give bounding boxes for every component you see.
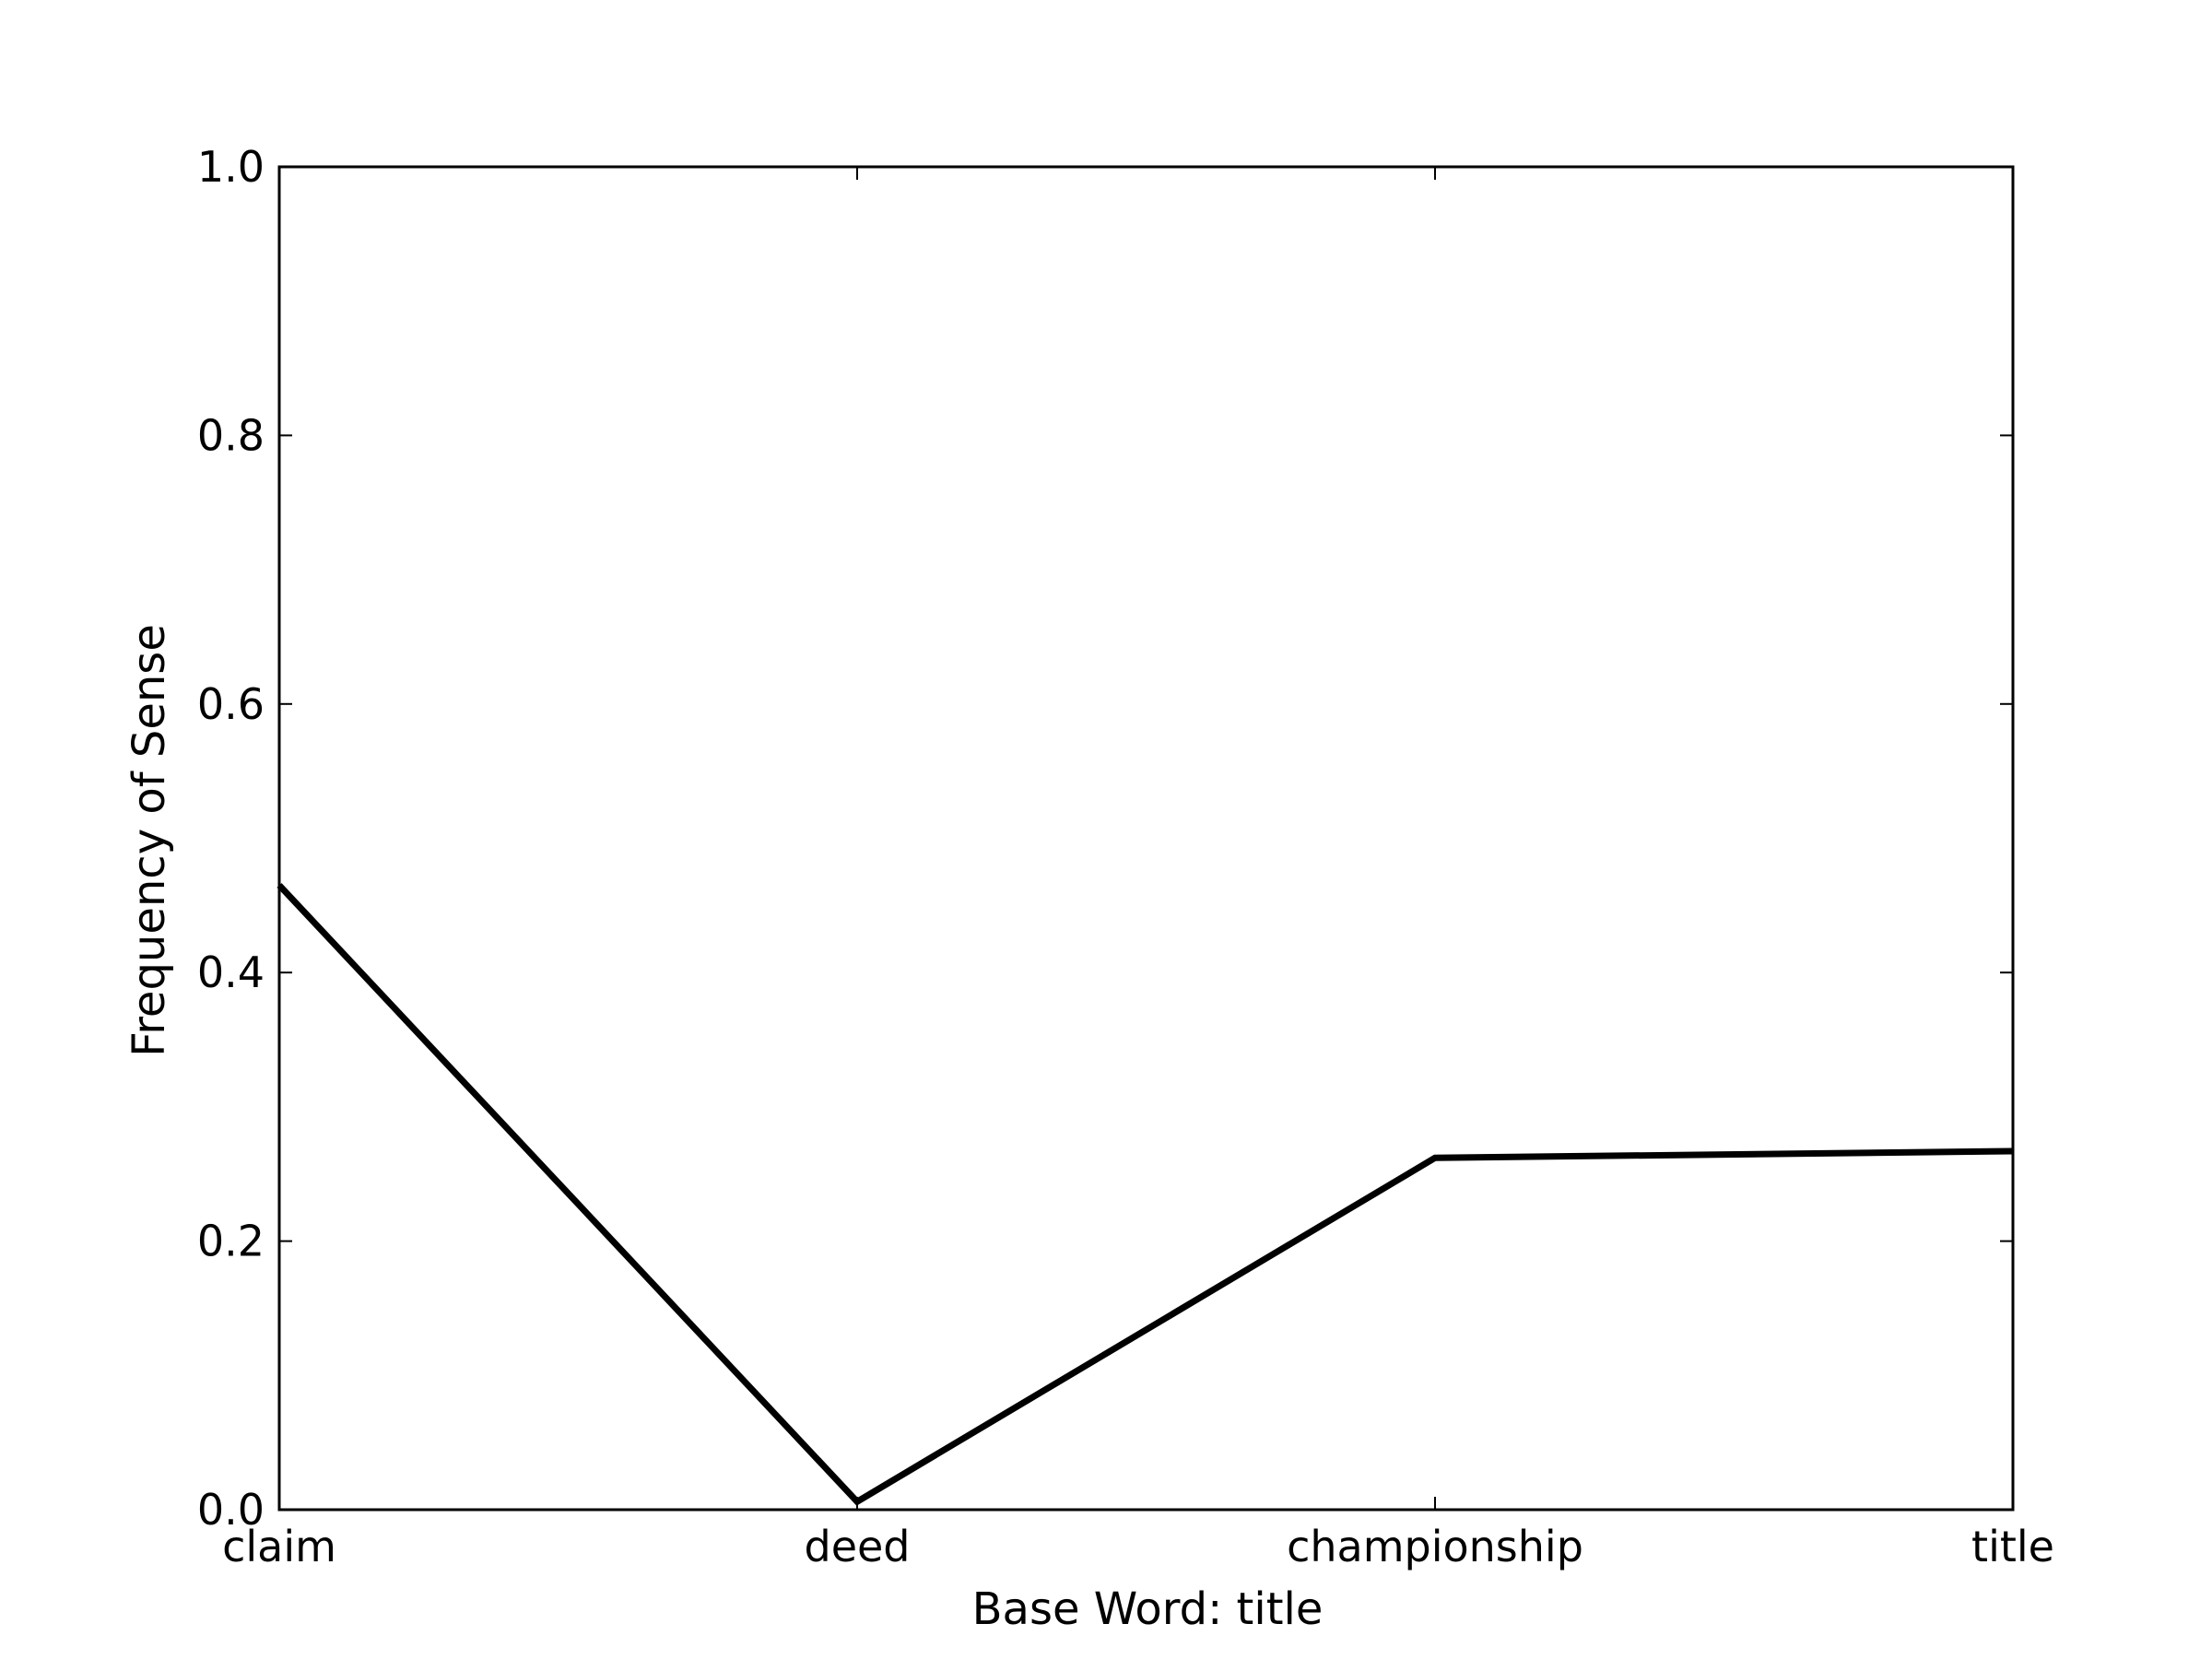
y-tick-label: 0.8 xyxy=(197,410,265,460)
x-tick-label: championship xyxy=(1287,1522,1583,1571)
series-line xyxy=(276,883,2014,1506)
plot-frame xyxy=(277,165,2015,1512)
x-tick-label: claim xyxy=(222,1522,336,1571)
y-tick-label: 0.6 xyxy=(197,679,265,729)
y-tick-label: 0.4 xyxy=(197,947,265,997)
y-tick-label: 0.0 xyxy=(197,1485,265,1535)
x-tick-label: title xyxy=(1971,1522,2054,1571)
y-axis-label: Frequency of Sense xyxy=(124,624,175,1057)
x-tick-label: deed xyxy=(805,1522,911,1571)
x-axis-label: Base Word: title xyxy=(972,1583,1324,1635)
y-tick-label: 0.2 xyxy=(197,1217,265,1266)
y-tick-label: 1.0 xyxy=(197,142,265,192)
